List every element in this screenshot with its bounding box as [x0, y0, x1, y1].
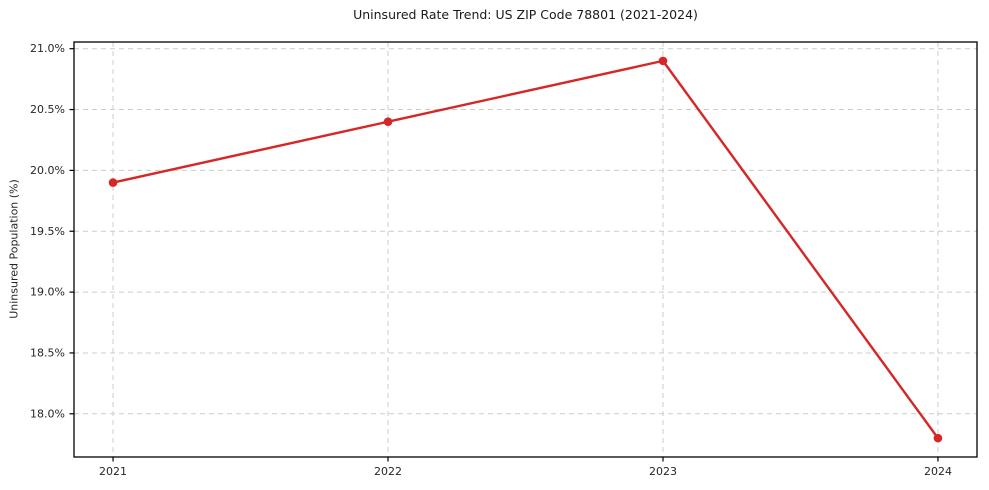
data-point-marker — [108, 178, 118, 187]
data-point-marker — [383, 117, 393, 127]
y-tick-label: 19.0% — [30, 286, 65, 299]
trend-line — [111, 59, 940, 440]
y-tick-label: 19.5% — [30, 225, 65, 238]
y-tick-label: 18.0% — [30, 407, 65, 420]
y-tick-label: 20.5% — [30, 103, 65, 116]
y-tick-label: 18.5% — [30, 346, 65, 359]
x-tick-label: 2022 — [374, 465, 402, 478]
plot-frame — [73, 41, 978, 458]
chart-title: Uninsured Rate Trend: US ZIP Code 78801 … — [353, 7, 698, 22]
x-tick-label: 2023 — [649, 465, 677, 478]
data-point-marker — [658, 56, 668, 66]
x-tick-label: 2024 — [924, 465, 952, 478]
x-tick-label: 2021 — [99, 465, 127, 478]
y-tick-label: 20.0% — [30, 164, 65, 177]
y-tick-label: 21.0% — [30, 42, 65, 55]
data-point-marker — [933, 433, 943, 443]
